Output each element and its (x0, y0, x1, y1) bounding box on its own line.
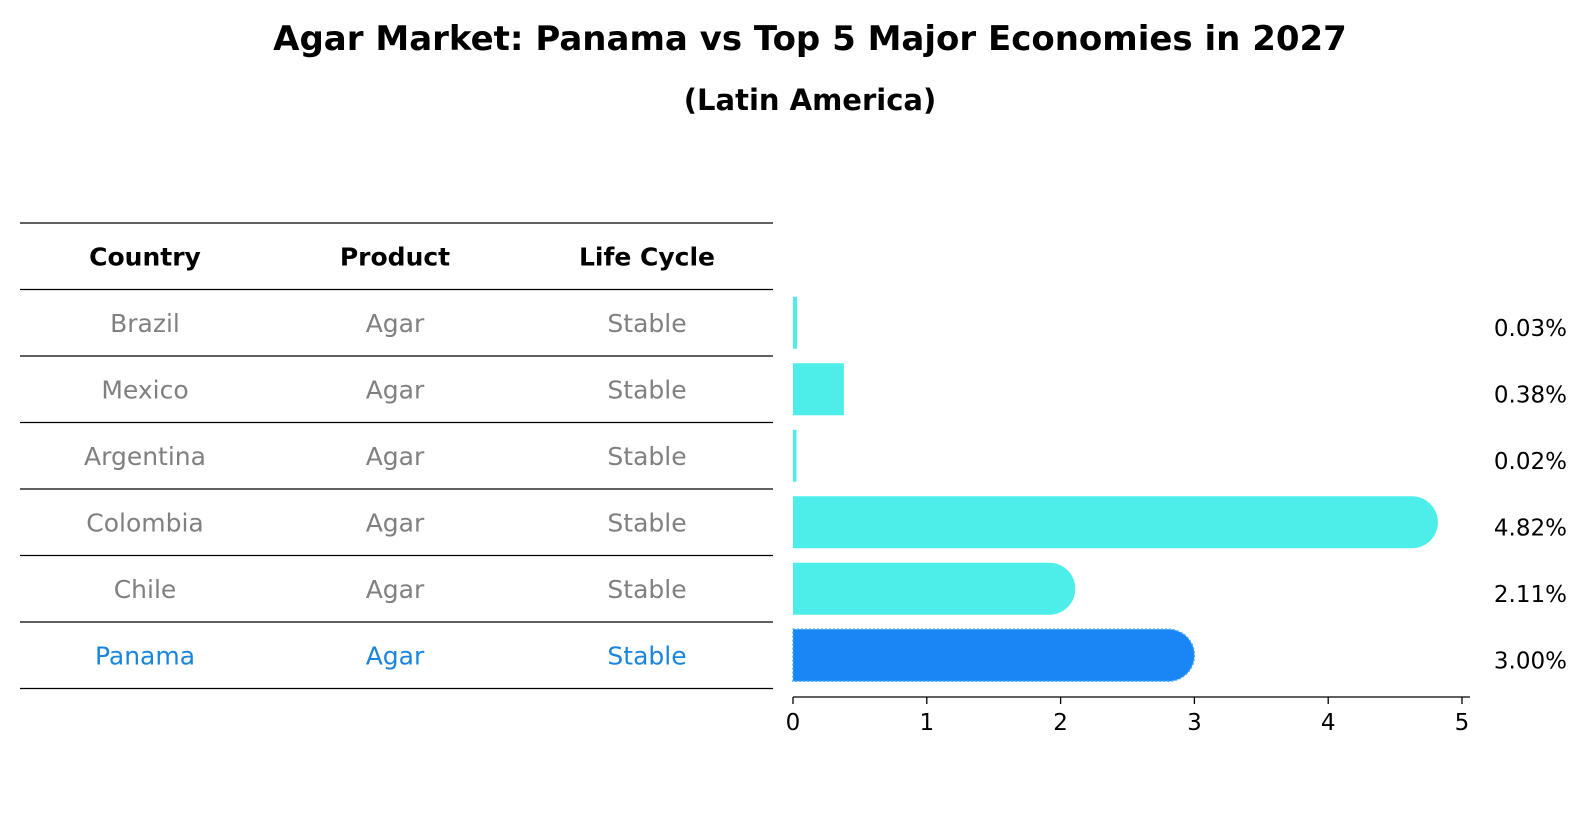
table-cell: Agar (366, 508, 425, 537)
value-label: 0.02% (1494, 449, 1567, 475)
value-label: 4.82% (1494, 515, 1567, 541)
value-label: 3.00% (1494, 648, 1567, 674)
bar-panama (792, 628, 1196, 682)
bar-brazil (793, 296, 798, 349)
x-tick-label: 1 (919, 710, 934, 736)
bar-colombia (793, 496, 1438, 549)
table-cell: Stable (607, 375, 686, 404)
table-header-cell: Country (89, 242, 201, 271)
value-labels: 0.03% 0.38% 0.02% 4.82% 2.11% 3.00% (1494, 316, 1567, 675)
x-tick-label: 0 (786, 710, 801, 736)
table-cell: Argentina (84, 442, 206, 471)
table-cell: Panama (95, 641, 195, 670)
bar-argentina (793, 429, 797, 482)
table-header-cell: Product (340, 242, 450, 271)
table-cell: Agar (366, 641, 425, 670)
x-tick-label: 4 (1321, 710, 1336, 736)
table-cell: Agar (366, 309, 425, 338)
bar-chile (793, 562, 1076, 615)
data-table: Country Product Life Cycle Brazil Agar Stable… (20, 222, 773, 690)
table-cell: Colombia (86, 508, 203, 537)
table-cell: Mexico (101, 375, 188, 404)
table-cell: Agar (366, 375, 425, 404)
table-cell: Stable (607, 575, 686, 604)
chart-title: Agar Market: Panama vs Top 5 Major Econo… (273, 19, 1347, 59)
table-header-cell: Life Cycle (579, 242, 715, 271)
table-cell: Stable (607, 508, 686, 537)
table-cell: Chile (114, 575, 177, 604)
table-cell: Agar (366, 575, 425, 604)
value-label: 0.38% (1494, 382, 1567, 408)
bar-mexico (793, 363, 844, 416)
table-cell: Brazil (110, 309, 180, 338)
x-tick-label: 5 (1455, 710, 1470, 736)
x-tick-label: 3 (1187, 710, 1202, 736)
bar-plot (792, 296, 1438, 682)
table-cell: Stable (607, 641, 686, 670)
table-cell: Stable (607, 442, 686, 471)
value-label: 2.11% (1494, 582, 1567, 608)
table-cell: Agar (366, 442, 425, 471)
chart-subtitle: (Latin America) (684, 83, 936, 117)
value-label: 0.03% (1494, 316, 1567, 342)
table-cell: Stable (607, 309, 686, 338)
x-tick-label: 2 (1053, 710, 1068, 736)
x-axis: 0 1 2 3 4 5 (786, 696, 1470, 736)
